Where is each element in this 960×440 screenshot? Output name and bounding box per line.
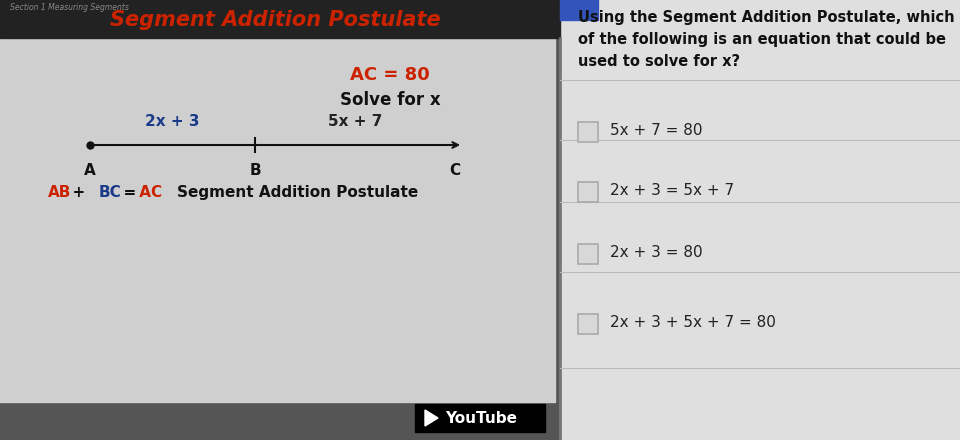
Text: Segment Addition Postulate: Segment Addition Postulate — [110, 10, 441, 30]
Text: C: C — [449, 163, 461, 178]
Bar — [0, 0, 555, 402]
Text: AC: AC — [134, 184, 162, 199]
Text: Solve for x: Solve for x — [340, 91, 441, 109]
Polygon shape — [425, 410, 438, 426]
Text: =: = — [113, 184, 136, 199]
Bar — [578, 182, 598, 202]
Text: 5x + 7 = 80: 5x + 7 = 80 — [610, 122, 703, 137]
Text: AC = 80: AC = 80 — [350, 66, 430, 84]
Bar — [578, 314, 598, 334]
Text: 2x + 3 + 5x + 7 = 80: 2x + 3 + 5x + 7 = 80 — [610, 315, 776, 330]
Bar — [578, 244, 598, 264]
Text: +: + — [62, 184, 96, 199]
Text: Segment Addition Postulate: Segment Addition Postulate — [156, 184, 419, 199]
Text: 5x + 7: 5x + 7 — [327, 114, 382, 129]
Text: Section 1 Measuring Segments: Section 1 Measuring Segments — [10, 3, 129, 12]
Bar — [0, 0, 560, 38]
Text: A: A — [84, 163, 96, 178]
Text: BC: BC — [99, 184, 121, 199]
Bar — [560, 0, 960, 440]
Bar — [560, 0, 598, 20]
Text: YouTube: YouTube — [445, 411, 517, 425]
Text: AB: AB — [48, 184, 71, 199]
Text: 2x + 3 = 5x + 7: 2x + 3 = 5x + 7 — [610, 183, 734, 198]
Text: 2x + 3 = 80: 2x + 3 = 80 — [610, 245, 703, 260]
Bar — [0, 0, 560, 440]
Text: 2x + 3: 2x + 3 — [145, 114, 200, 129]
Text: Using the Segment Addition Postulate, which
of the following is an equation that: Using the Segment Addition Postulate, wh… — [578, 10, 954, 70]
Bar — [415, 404, 545, 432]
Text: B: B — [250, 163, 261, 178]
Bar — [578, 122, 598, 142]
